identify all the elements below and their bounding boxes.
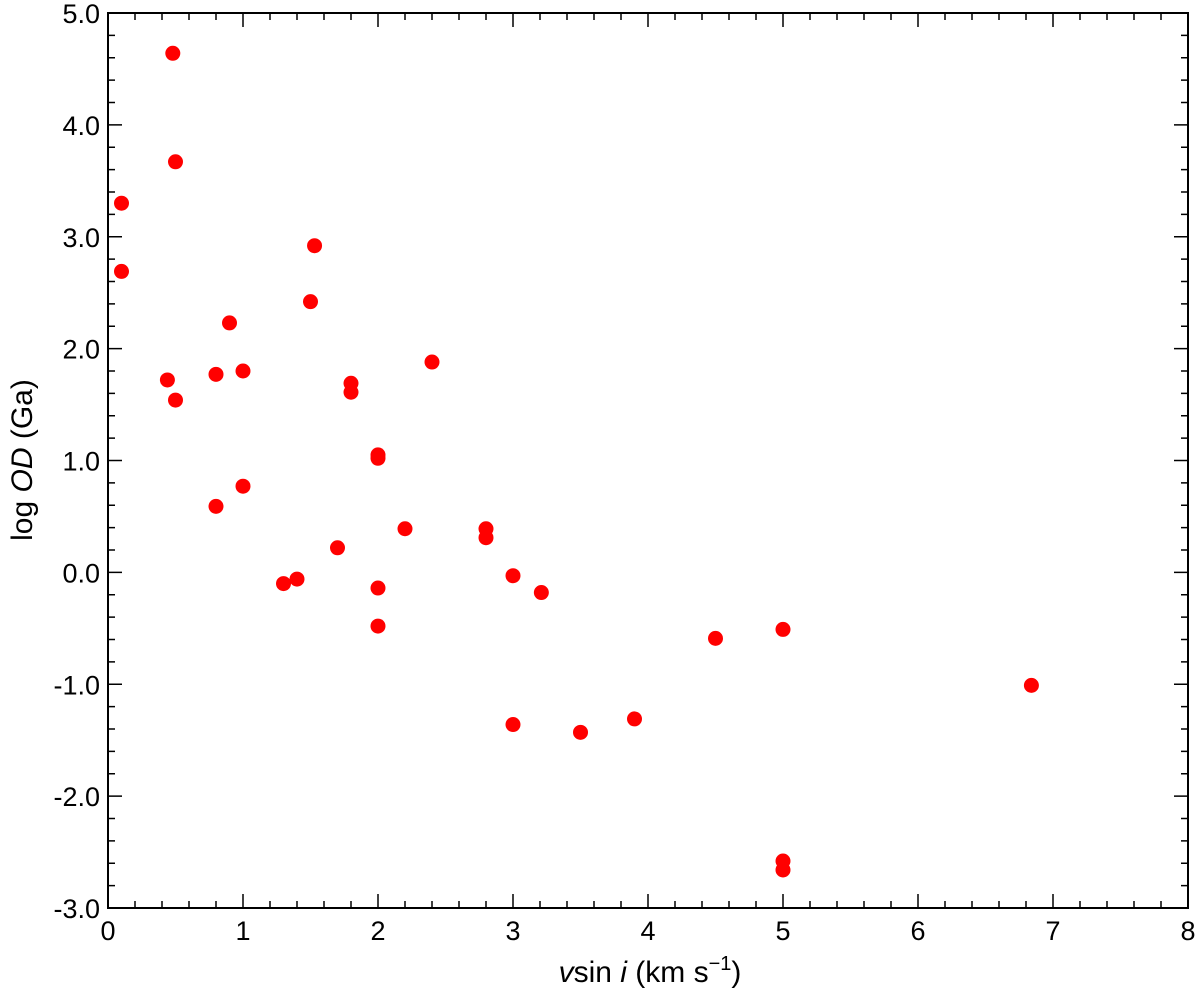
y-axis-title: log OD (Ga)	[6, 379, 39, 541]
y-tick-label: 1.0	[62, 447, 100, 477]
data-point	[370, 450, 386, 466]
data-point	[370, 618, 386, 634]
y-tick-label: -3.0	[53, 894, 100, 924]
data-point	[289, 571, 305, 587]
data-point	[222, 315, 237, 331]
data-point	[168, 154, 183, 170]
data-point	[235, 478, 251, 494]
y-tick-labels: -3.0 -2.0 -1.0 0.0 1.0 2.0 3.0 4.0 5.0	[53, 0, 100, 924]
data-point	[343, 384, 359, 400]
data-point	[159, 372, 175, 388]
data-point	[573, 724, 588, 740]
x-tick-label: 5	[775, 916, 790, 946]
y-tick-label: -2.0	[53, 782, 100, 812]
data-point	[208, 366, 224, 382]
y-tick-label: -1.0	[53, 670, 100, 700]
data-point	[1023, 677, 1039, 693]
x-tick-label: 4	[640, 916, 655, 946]
data-points	[114, 45, 1039, 878]
data-point	[114, 195, 129, 211]
data-point	[165, 45, 181, 61]
data-point	[397, 521, 413, 537]
axis-ticks	[107, 12, 1189, 909]
data-point	[424, 354, 440, 370]
data-point	[168, 392, 183, 408]
data-point	[208, 498, 224, 514]
data-point	[708, 630, 723, 646]
x-axis-title: vsin i (km s−1)	[559, 953, 742, 989]
y-tick-label: 4.0	[62, 111, 100, 141]
data-point	[775, 862, 791, 878]
y-tick-label: 2.0	[62, 335, 100, 365]
data-point	[370, 580, 386, 596]
data-point	[627, 711, 642, 727]
data-point	[505, 568, 521, 584]
data-point	[775, 621, 791, 637]
data-point	[533, 585, 549, 601]
x-tick-labels: 0 1 2 3 4 5 6 7 8	[100, 916, 1195, 946]
x-tick-label: 6	[910, 916, 925, 946]
x-tick-label: 3	[505, 916, 520, 946]
x-tick-label: 0	[100, 916, 115, 946]
data-point	[307, 238, 323, 254]
x-tick-label: 8	[1180, 916, 1195, 946]
data-point	[303, 294, 318, 310]
data-point	[114, 263, 129, 279]
data-point	[235, 363, 251, 379]
data-point	[276, 576, 291, 592]
x-tick-label: 1	[235, 916, 250, 946]
x-tick-label: 7	[1045, 916, 1060, 946]
data-point	[505, 717, 521, 733]
data-point	[478, 530, 494, 546]
x-tick-label: 2	[370, 916, 385, 946]
plot-frame	[107, 12, 1189, 909]
data-point	[330, 540, 345, 556]
y-tick-label: 5.0	[62, 0, 100, 29]
y-tick-label: 0.0	[62, 558, 100, 588]
y-tick-label: 3.0	[62, 223, 100, 253]
